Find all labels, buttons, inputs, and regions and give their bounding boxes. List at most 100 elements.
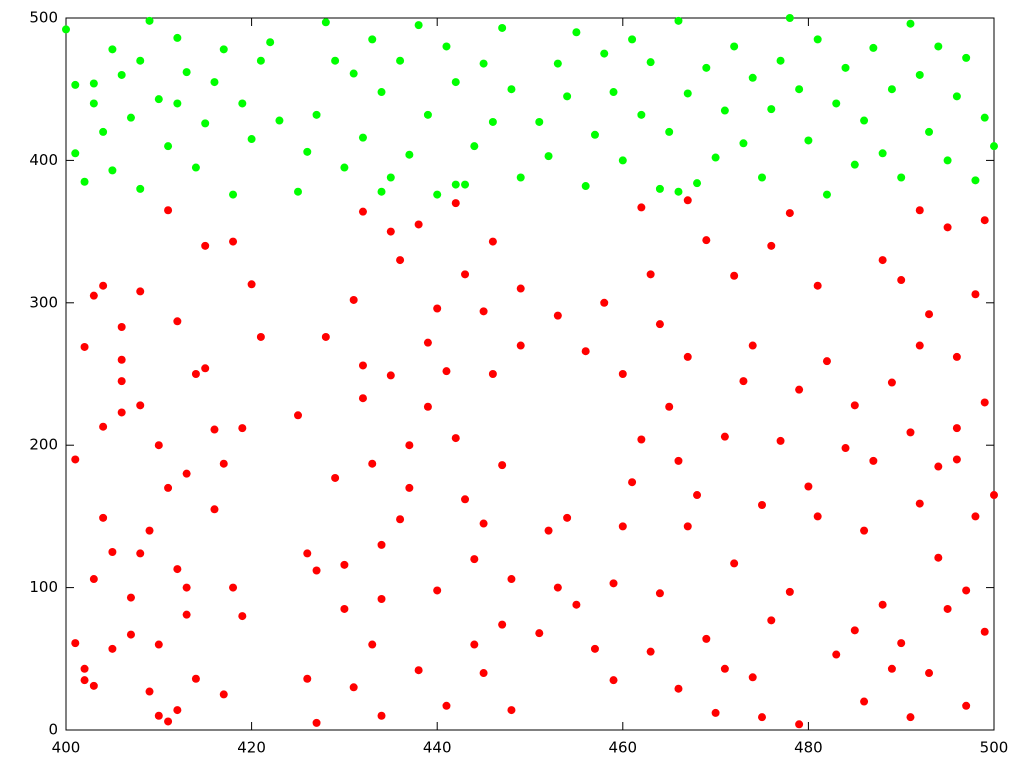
point bbox=[646, 58, 655, 67]
point bbox=[507, 85, 516, 94]
point bbox=[154, 711, 163, 720]
point bbox=[173, 33, 182, 42]
point bbox=[173, 99, 182, 108]
point bbox=[674, 456, 683, 465]
point bbox=[674, 16, 683, 25]
point bbox=[294, 411, 302, 420]
point bbox=[312, 718, 321, 727]
point bbox=[563, 92, 572, 101]
point bbox=[693, 491, 702, 500]
point bbox=[581, 182, 590, 191]
point bbox=[164, 206, 173, 215]
point bbox=[229, 583, 238, 592]
point bbox=[720, 432, 729, 441]
point bbox=[340, 163, 349, 172]
point bbox=[451, 434, 460, 443]
point bbox=[154, 95, 163, 104]
point bbox=[665, 127, 674, 136]
point bbox=[80, 664, 89, 673]
point bbox=[126, 630, 135, 639]
point bbox=[182, 469, 191, 478]
point bbox=[108, 166, 117, 175]
point bbox=[479, 59, 488, 68]
point bbox=[925, 310, 934, 319]
point bbox=[804, 482, 813, 491]
point bbox=[758, 501, 766, 510]
point bbox=[461, 495, 470, 504]
point bbox=[813, 512, 822, 521]
point bbox=[182, 68, 191, 77]
axes: 400 420 440 460 480 500 0 100 200 300 400 500 bbox=[29, 9, 1008, 757]
point bbox=[869, 43, 878, 52]
point bbox=[488, 370, 497, 378]
point bbox=[303, 549, 312, 558]
point bbox=[878, 600, 887, 609]
point bbox=[553, 59, 562, 68]
point bbox=[470, 640, 479, 649]
point bbox=[358, 361, 367, 370]
point bbox=[358, 133, 367, 142]
point bbox=[405, 483, 414, 492]
point bbox=[358, 207, 367, 216]
point bbox=[553, 311, 562, 320]
point bbox=[590, 644, 599, 653]
point bbox=[952, 352, 961, 361]
point bbox=[396, 515, 405, 524]
point bbox=[915, 70, 924, 79]
point bbox=[887, 85, 896, 94]
point bbox=[628, 478, 637, 487]
point bbox=[173, 317, 182, 326]
point bbox=[423, 110, 432, 119]
x-tick-label: 400 bbox=[52, 739, 81, 757]
point bbox=[860, 697, 869, 706]
point bbox=[637, 110, 646, 119]
point bbox=[962, 586, 971, 595]
point bbox=[201, 364, 210, 373]
point bbox=[164, 142, 173, 151]
y-tick-label: 0 bbox=[48, 721, 58, 739]
point bbox=[414, 21, 423, 30]
point bbox=[860, 526, 869, 535]
point bbox=[906, 713, 915, 722]
point bbox=[358, 394, 367, 403]
point bbox=[191, 370, 200, 378]
point bbox=[349, 683, 358, 692]
point bbox=[368, 640, 377, 649]
point bbox=[136, 287, 145, 296]
point bbox=[674, 187, 683, 196]
point bbox=[897, 639, 906, 648]
point bbox=[89, 99, 98, 108]
point bbox=[887, 378, 896, 387]
point bbox=[498, 620, 507, 629]
point bbox=[962, 53, 971, 62]
point bbox=[609, 88, 618, 97]
point bbox=[535, 117, 544, 126]
point bbox=[331, 473, 340, 482]
point bbox=[377, 711, 386, 720]
point bbox=[377, 187, 386, 196]
point bbox=[850, 626, 859, 635]
point bbox=[544, 152, 553, 161]
point bbox=[785, 587, 794, 596]
point bbox=[943, 604, 952, 613]
point bbox=[238, 612, 247, 621]
point bbox=[785, 209, 794, 218]
point bbox=[544, 526, 553, 535]
point bbox=[154, 640, 163, 649]
point bbox=[386, 371, 395, 380]
point bbox=[730, 559, 739, 568]
point bbox=[386, 173, 395, 182]
point bbox=[590, 130, 599, 139]
point bbox=[423, 402, 432, 411]
point bbox=[804, 136, 813, 145]
point bbox=[136, 549, 145, 558]
x-tick-label: 420 bbox=[237, 739, 266, 757]
point bbox=[433, 190, 442, 199]
point bbox=[952, 424, 961, 433]
point bbox=[683, 522, 692, 531]
point bbox=[349, 69, 358, 78]
point bbox=[117, 355, 126, 364]
point bbox=[971, 512, 980, 521]
point bbox=[461, 180, 470, 189]
point bbox=[655, 184, 664, 193]
